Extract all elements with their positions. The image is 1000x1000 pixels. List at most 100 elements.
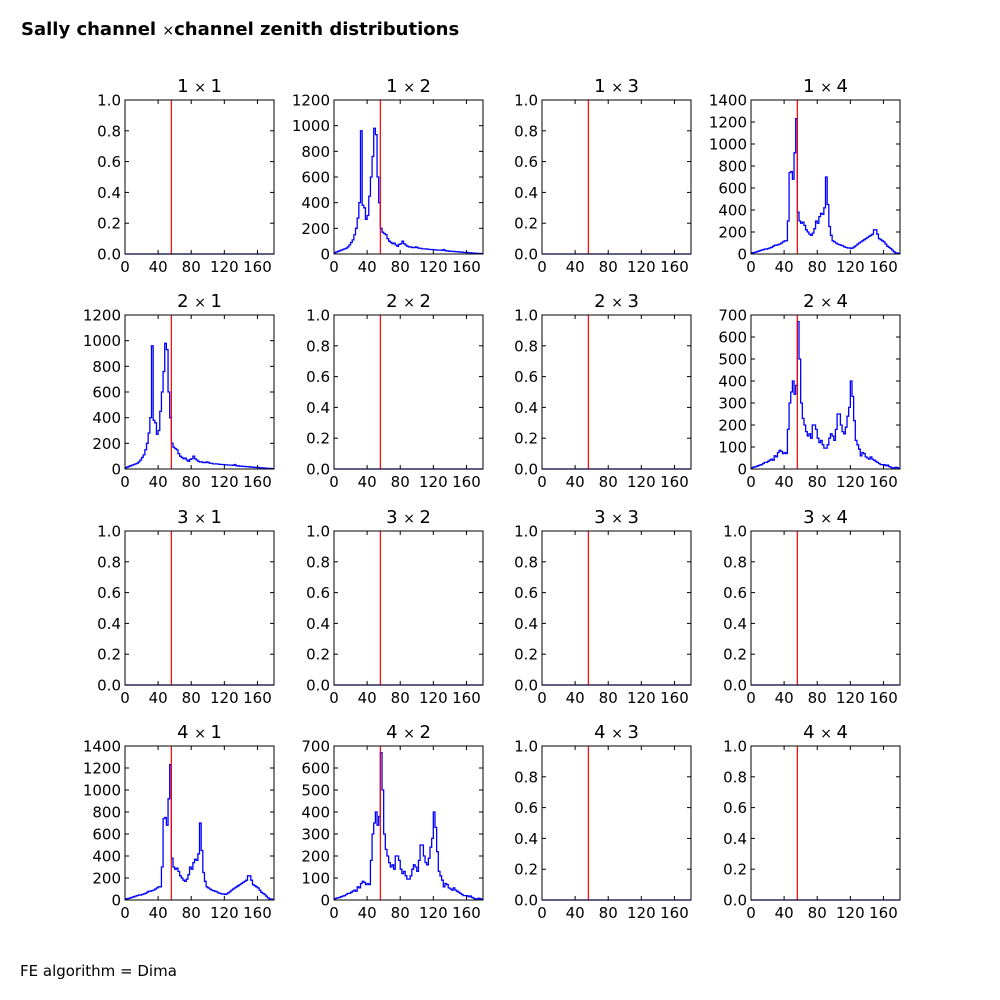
y-tick-label: 0.0 (306, 677, 330, 695)
title-times: × (820, 295, 836, 311)
title-col-channel: 2 (419, 507, 430, 528)
y-tick-label: 0.8 (514, 337, 538, 355)
title-row-channel: 3 (803, 507, 820, 528)
y-tick-label: 0.8 (514, 553, 538, 571)
y-tick-label: 700 (718, 307, 747, 325)
subplot-title: 3 × 2 (386, 507, 431, 528)
subplot-4x1: 0 40 80 120 160 0 200 400 600 800 1000 1200 1400 4 × … (83, 722, 275, 922)
subplot-2x1: 0 40 80 120 160 0 200 400 600 800 1000 1200 2 × 1 (83, 291, 275, 491)
y-tick-label: 0.4 (514, 399, 538, 417)
y-tick-label: 1400 (83, 738, 121, 756)
x-tick-label: 80 (808, 904, 827, 922)
x-tick-label: 0 (120, 258, 130, 276)
y-tick-label: 600 (718, 329, 747, 347)
title-row-channel: 2 (177, 291, 194, 312)
title-col-channel: 4 (836, 722, 847, 743)
x-tick-label: 0 (120, 689, 130, 707)
y-tick-label: 1000 (292, 117, 330, 135)
x-tick-label: 0 (746, 904, 756, 922)
x-tick-label: 160 (452, 473, 481, 491)
y-tick-label: 1200 (292, 92, 330, 110)
y-tick-label: 0.0 (723, 892, 747, 910)
title-times: × (820, 80, 836, 96)
x-tick-label: 40 (149, 473, 168, 491)
y-tick-label: 0.8 (97, 122, 121, 140)
y-tick-label: 0.4 (306, 399, 330, 417)
x-tick-label: 120 (419, 904, 448, 922)
x-tick-label: 0 (329, 473, 339, 491)
subplot-2x2: 0 40 80 120 160 0.0 0.2 0.4 0.6 0.8 1.0 2 × 2 (306, 291, 484, 491)
histogram-line (751, 320, 900, 469)
y-tick-label: 1200 (709, 114, 747, 132)
axes-frame (541, 99, 692, 255)
title-row-channel: 3 (177, 507, 194, 528)
x-tick-label: 120 (836, 258, 865, 276)
y-tick-label: 200 (301, 220, 330, 238)
x-tick-label: 0 (329, 258, 339, 276)
y-tick-label: 1000 (83, 782, 121, 800)
y-tick-label: 0.4 (514, 184, 538, 202)
title-col-channel: 3 (627, 507, 638, 528)
title-col-channel: 1 (210, 291, 221, 312)
y-tick-label: 0.0 (723, 677, 747, 695)
x-tick-label: 120 (627, 473, 656, 491)
y-tick-label: 1.0 (97, 523, 121, 541)
subplot-title: 2 × 1 (177, 291, 222, 312)
subplot-1x2: 0 40 80 120 160 0 200 400 600 800 1000 1200 1 × 2 (292, 76, 484, 276)
subplot-4x3: 0 40 80 120 160 0.0 0.2 0.4 0.6 0.8 1.0 4 × 3 (514, 722, 692, 922)
histogram-line (125, 764, 274, 901)
title-row-channel: 1 (177, 76, 194, 97)
subplot-4x4: 0 40 80 120 160 0.0 0.2 0.4 0.6 0.8 1.0 4 × 4 (723, 722, 901, 922)
title-col-channel: 1 (210, 76, 221, 97)
y-tick-label: 200 (301, 848, 330, 866)
title-row-channel: 2 (594, 291, 611, 312)
axes-frame (333, 745, 484, 901)
title-left: Sally channel (21, 19, 157, 40)
x-tick-label: 120 (210, 258, 239, 276)
subplot-1x1: 0 40 80 120 160 0.0 0.2 0.4 0.6 0.8 1.0 1 × 1 (97, 76, 275, 276)
y-tick-label: 0.8 (514, 768, 538, 786)
x-tick-label: 40 (358, 258, 377, 276)
y-tick-label: 400 (301, 804, 330, 822)
title-col-channel: 3 (627, 291, 638, 312)
histogram-line (334, 751, 483, 900)
x-tick-label: 80 (808, 689, 827, 707)
title-times: × (194, 295, 210, 311)
title-col-channel: 4 (836, 76, 847, 97)
x-tick-label: 160 (452, 258, 481, 276)
x-tick-label: 0 (537, 904, 547, 922)
title-row-channel: 1 (386, 76, 403, 97)
x-tick-label: 40 (149, 689, 168, 707)
x-tick-label: 120 (210, 689, 239, 707)
y-tick-label: 0.8 (723, 553, 747, 571)
y-tick-label: 800 (718, 158, 747, 176)
subplot-3x3: 0 40 80 120 160 0.0 0.2 0.4 0.6 0.8 1.0 3 × 3 (514, 507, 692, 707)
x-tick-label: 40 (775, 473, 794, 491)
y-tick-label: 1.0 (97, 92, 121, 110)
x-tick-label: 160 (869, 258, 898, 276)
title-row-channel: 1 (803, 76, 820, 97)
y-tick-label: 0.0 (306, 461, 330, 479)
y-tick-label: 400 (718, 202, 747, 220)
title-times: × (162, 23, 175, 39)
x-tick-label: 160 (869, 689, 898, 707)
y-tick-label: 400 (301, 194, 330, 212)
x-tick-label: 160 (243, 473, 272, 491)
y-tick-label: 0.0 (97, 677, 121, 695)
x-tick-label: 40 (566, 258, 585, 276)
x-tick-label: 160 (660, 258, 689, 276)
y-tick-label: 300 (301, 826, 330, 844)
y-tick-label: 1.0 (306, 307, 330, 325)
x-tick-label: 80 (182, 258, 201, 276)
axes-frame (541, 530, 692, 686)
x-tick-label: 0 (537, 689, 547, 707)
y-tick-label: 0.4 (514, 830, 538, 848)
title-col-channel: 2 (419, 76, 430, 97)
y-tick-label: 1000 (83, 332, 121, 350)
axes-frame (541, 745, 692, 901)
axes-frame (124, 314, 275, 470)
y-tick-label: 0.4 (306, 615, 330, 633)
y-tick-label: 0.6 (514, 368, 538, 386)
y-tick-label: 0 (320, 892, 330, 910)
y-tick-label: 200 (718, 417, 747, 435)
